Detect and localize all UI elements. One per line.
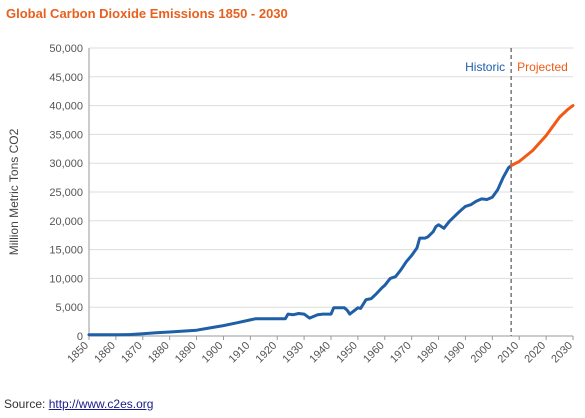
x-tick-label: 1940 (307, 340, 333, 366)
x-tick-label: 2030 (549, 340, 575, 366)
annotation-historic: Historic (465, 60, 505, 74)
data-series (87, 104, 575, 337)
y-tick-label: 35,000 (49, 129, 83, 141)
y-tick-label: 50,000 (49, 43, 83, 55)
x-tick-label: 1910 (227, 340, 253, 366)
y-tick-label: 10,000 (49, 273, 83, 285)
x-tick-label: 1990 (442, 340, 468, 366)
x-tick-label: 1930 (280, 340, 306, 366)
y-tick-label: 30,000 (49, 158, 83, 170)
x-tick-label: 1920 (254, 340, 280, 366)
x-tick-label: 1960 (361, 340, 387, 366)
x-tick-label: 1890 (173, 340, 199, 366)
x-tick-label: 2010 (496, 340, 522, 366)
series-line-projected (509, 104, 575, 167)
y-axis-label: Million Metric Tons CO2 (7, 128, 21, 255)
y-tick-label: 40,000 (49, 101, 83, 113)
y-tick-label: 15,000 (49, 245, 83, 257)
chart-title: Global Carbon Dioxide Emissions 1850 - 2… (6, 6, 288, 21)
x-tick-label: 2020 (522, 340, 548, 366)
annotation-projected: Projected (517, 60, 568, 74)
x-tick-label: 1850 (65, 340, 91, 366)
source-label: Source: (4, 397, 46, 411)
x-tick-label: 2000 (469, 340, 495, 366)
x-axis-ticks: 1850 1860 1870 1880 1890 1900 1910 1920 1930 1940… (65, 336, 575, 365)
x-tick-label: 1860 (92, 340, 118, 366)
gridlines (89, 47, 573, 308)
y-tick-label: 20,000 (49, 216, 83, 228)
series-line-historic (87, 164, 513, 337)
y-tick-label: 45,000 (49, 72, 83, 84)
x-tick-label: 1950 (334, 340, 360, 366)
x-tick-label: 1880 (146, 340, 172, 366)
source-note: Source: http://www.c2es.org (4, 397, 153, 411)
source-link[interactable]: http://www.c2es.org (48, 397, 154, 411)
y-tick-label: 0 (77, 331, 83, 343)
x-tick-label: 1900 (200, 340, 226, 366)
x-tick-label: 1970 (388, 340, 414, 366)
x-tick-label: 1980 (415, 340, 441, 366)
y-axis-ticks: 0 5,000 10,000 15,000 20,000 25,000 30,000 35,0… (49, 43, 83, 343)
y-tick-label: 25,000 (49, 187, 83, 199)
y-tick-label: 5,000 (55, 302, 83, 314)
x-tick-label: 1870 (119, 340, 145, 366)
